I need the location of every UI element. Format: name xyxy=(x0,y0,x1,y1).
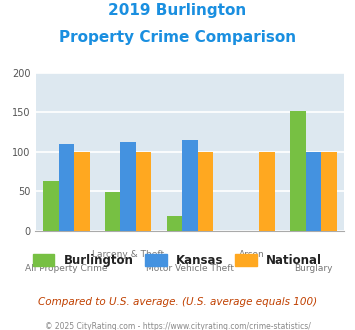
Bar xyxy=(198,152,213,231)
Bar xyxy=(167,216,182,231)
Bar xyxy=(74,152,89,231)
Text: Property Crime Comparison: Property Crime Comparison xyxy=(59,30,296,45)
Text: Motor Vehicle Theft: Motor Vehicle Theft xyxy=(146,264,234,273)
Bar xyxy=(136,152,151,231)
Bar xyxy=(290,111,306,231)
Bar xyxy=(120,142,136,231)
Bar xyxy=(105,192,120,231)
Bar xyxy=(59,144,74,231)
Bar xyxy=(182,140,198,231)
Bar xyxy=(306,152,321,231)
Text: All Property Crime: All Property Crime xyxy=(25,264,108,273)
Bar xyxy=(321,152,337,231)
Legend: Burlington, Kansas, National: Burlington, Kansas, National xyxy=(27,248,328,273)
Text: 2019 Burlington: 2019 Burlington xyxy=(108,3,247,18)
Bar xyxy=(260,152,275,231)
Text: © 2025 CityRating.com - https://www.cityrating.com/crime-statistics/: © 2025 CityRating.com - https://www.city… xyxy=(45,322,310,330)
Text: Compared to U.S. average. (U.S. average equals 100): Compared to U.S. average. (U.S. average … xyxy=(38,297,317,307)
Text: Burglary: Burglary xyxy=(294,264,333,273)
Bar xyxy=(43,181,59,231)
Text: Larceny & Theft: Larceny & Theft xyxy=(92,250,164,259)
Text: Arson: Arson xyxy=(239,250,264,259)
